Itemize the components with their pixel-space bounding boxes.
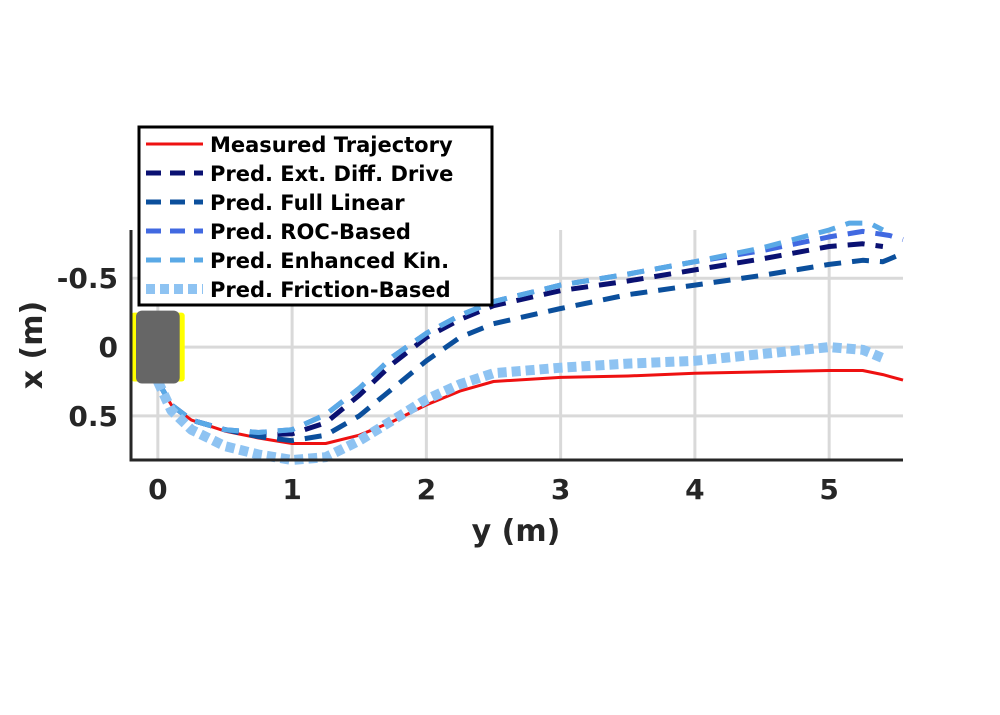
legend: Measured Trajectory Pred. Ext. Diff. Driv… [137, 125, 494, 307]
x-tick-label: 4 [685, 473, 704, 506]
series-line-5 [155, 220, 885, 435]
legend-label-6: Pred. Friction-Based [210, 278, 451, 302]
legend-label-3: Pred. Full Linear [210, 191, 405, 215]
series-line-1 [156, 369, 904, 445]
x-tick-label: 2 [417, 473, 436, 506]
x-tick-label: 1 [282, 473, 301, 506]
robot-marker [131, 310, 185, 384]
x-axis-label: y (m) [472, 514, 561, 549]
robot-body [136, 310, 180, 384]
y-tick-label: 0.5 [68, 400, 118, 433]
legend-label-5: Pred. Enhanced Kin. [210, 249, 449, 273]
y-axis-label: x (m) [15, 301, 50, 389]
tick-labels: 0 1 2 3 4 5 -0.5 0 0.5 [57, 262, 839, 506]
legend-label-2: Pred. Ext. Diff. Drive [210, 162, 453, 186]
y-tick-label: 0 [99, 331, 118, 364]
y-tick-label: -0.5 [57, 262, 118, 295]
x-tick-label: 5 [819, 473, 838, 506]
legend-label-4: Pred. ROC-Based [210, 220, 411, 244]
series-line-6 [153, 342, 885, 465]
series-layer [153, 220, 904, 465]
legend-box [137, 125, 494, 307]
x-tick-label: 0 [148, 473, 167, 506]
axes [129, 230, 903, 462]
x-tick-label: 3 [551, 473, 570, 506]
legend-label-1: Measured Trajectory [210, 133, 453, 157]
